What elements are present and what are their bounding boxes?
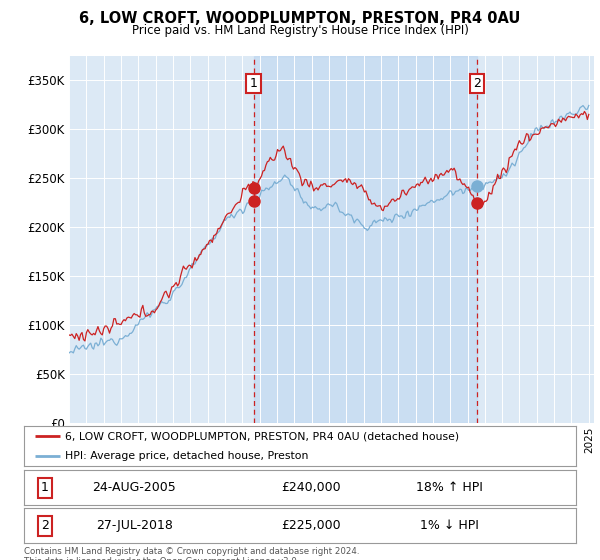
Text: 2: 2	[41, 519, 49, 533]
Text: Contains HM Land Registry data © Crown copyright and database right 2024.
This d: Contains HM Land Registry data © Crown c…	[24, 547, 359, 560]
Text: Price paid vs. HM Land Registry's House Price Index (HPI): Price paid vs. HM Land Registry's House …	[131, 24, 469, 37]
Text: £225,000: £225,000	[281, 519, 341, 533]
Text: 1: 1	[250, 77, 257, 90]
Text: 27-JUL-2018: 27-JUL-2018	[96, 519, 173, 533]
Text: 1: 1	[41, 481, 49, 494]
Text: HPI: Average price, detached house, Preston: HPI: Average price, detached house, Pres…	[65, 451, 309, 461]
Text: £240,000: £240,000	[281, 481, 341, 494]
Text: 2: 2	[473, 77, 481, 90]
Text: 1% ↓ HPI: 1% ↓ HPI	[419, 519, 478, 533]
Text: 24-AUG-2005: 24-AUG-2005	[92, 481, 176, 494]
Text: 18% ↑ HPI: 18% ↑ HPI	[416, 481, 482, 494]
Text: 6, LOW CROFT, WOODPLUMPTON, PRESTON, PR4 0AU: 6, LOW CROFT, WOODPLUMPTON, PRESTON, PR4…	[79, 11, 521, 26]
Text: 6, LOW CROFT, WOODPLUMPTON, PRESTON, PR4 0AU (detached house): 6, LOW CROFT, WOODPLUMPTON, PRESTON, PR4…	[65, 432, 460, 441]
Bar	[254, 56, 478, 423]
